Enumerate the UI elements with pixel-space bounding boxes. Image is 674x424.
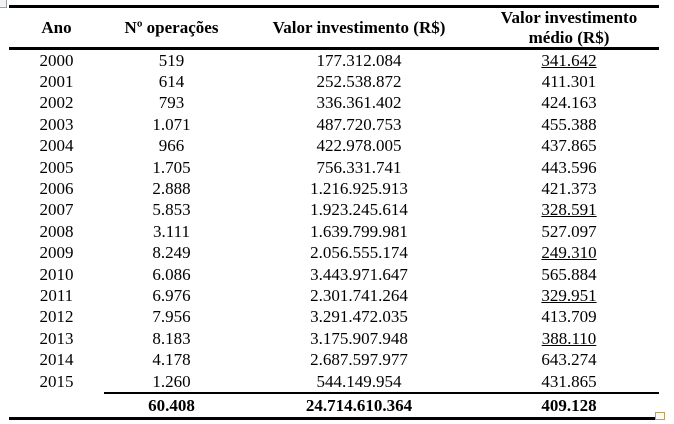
operations-cell: 614 [158,72,185,92]
operations-cell: 6.086 [152,264,191,284]
table-row: 2012 7.956 3.291.472.035 413.709 [9,307,659,328]
totals-operations-cell: 60.408 [104,392,239,421]
investment-cell: 3.443.971.647 [310,264,408,284]
operations-cell: 5.853 [152,200,191,220]
operations-cell: 1.705 [152,157,191,177]
operations-cell: 7.956 [152,307,191,327]
avg-investment-cell: 388.110 [541,328,597,348]
table-row: 2015 1.260 544.149.954 431.865 [9,371,659,393]
avg-investment-cell: 424.163 [541,93,597,113]
year-cell: 2006 [39,179,74,199]
investment-cell: 544.149.954 [316,371,402,391]
avg-investment-cell: 341.642 [541,50,597,70]
investment-cell: 3.291.472.035 [310,307,408,327]
year-cell: 2015 [39,372,74,392]
operations-cell: 6.976 [152,285,191,305]
avg-investment-cell: 643.274 [541,350,597,370]
investment-cell: 756.331.741 [316,157,402,177]
header-row: Ano Nº operações Valor investimento (R$)… [9,5,659,50]
avg-investment-cell: 437.865 [541,136,597,156]
operations-cell: 966 [158,136,185,156]
avg-investment-cell: 413.709 [541,307,597,327]
year-cell: 2010 [39,264,74,284]
operations-cell: 4.178 [152,350,191,370]
table-row: 2011 6.976 2.301.741.264 329.951 [9,285,659,306]
year-cell: 2003 [39,114,74,134]
column-header-investment: Valor investimento (R$) [239,5,479,50]
avg-investment-cell: 455.388 [541,114,597,134]
year-cell: 2013 [39,328,74,348]
totals-investment-cell: 24.714.610.364 [239,392,479,421]
year-cell: 2009 [39,243,74,263]
table-row: 2001 614 252.538.872 411.301 [9,71,659,92]
operations-cell: 2.888 [152,179,191,199]
investment-cell: 252.538.872 [316,72,402,92]
table-row: 2002 793 336.361.402 424.163 [9,93,659,114]
investment-cell: 487.720.753 [316,114,402,134]
investment-cell: 3.175.907.948 [310,328,408,348]
year-cell: 2004 [39,136,74,156]
column-header-operations: Nº operações [104,5,239,50]
totals-row: 60.408 24.714.610.364 409.128 [9,392,659,421]
table-row: 2009 8.249 2.056.555.174 249.310 [9,243,659,264]
column-header-avg-investment: Valor investimento médio (R$) [479,5,659,50]
investment-cell: 336.361.402 [316,93,402,113]
year-cell: 2002 [39,93,74,113]
table-row: 2007 5.853 1.923.245.614 328.591 [9,200,659,221]
avg-investment-cell: 421.373 [541,179,597,199]
table-row: 2010 6.086 3.443.971.647 565.884 [9,264,659,285]
investment-cell: 422.978.005 [316,136,402,156]
investment-cell: 1.216.925.913 [310,179,408,199]
operations-cell: 793 [158,93,185,113]
table-move-handle-icon[interactable] [0,0,7,8]
table-row: 2013 8.183 3.175.907.948 388.110 [9,328,659,349]
year-cell: 2011 [39,285,74,305]
avg-investment-cell: 431.865 [541,371,597,391]
year-cell: 2014 [39,350,74,370]
investment-cell: 2.056.555.174 [310,243,408,263]
investment-cell: 1.923.245.614 [310,200,408,220]
column-header-year: Ano [9,5,104,50]
table-row: 2014 4.178 2.687.597.977 643.274 [9,349,659,370]
totals-empty-cell [9,393,104,421]
investment-cell: 2.687.597.977 [310,350,408,370]
operations-cell: 1.071 [152,114,191,134]
avg-investment-cell: 443.596 [541,157,597,177]
table-row: 2000 519 177.312.084 341.642 [9,49,659,72]
investment-cell: 1.639.799.981 [310,221,408,241]
avg-investment-cell: 329.951 [541,285,597,305]
avg-investment-cell: 411.301 [541,72,597,92]
investment-cell: 177.312.084 [316,50,402,70]
year-cell: 2008 [39,221,74,241]
operations-cell: 1.260 [152,371,191,391]
table-row: 2005 1.705 756.331.741 443.596 [9,157,659,178]
table-resize-handle-icon[interactable] [655,412,665,420]
year-cell: 2012 [39,307,74,327]
avg-investment-cell: 328.591 [541,200,597,220]
investment-cell: 2.301.741.264 [310,285,408,305]
operations-cell: 8.249 [152,243,191,263]
year-cell: 2001 [39,72,74,92]
table-row: 2004 966 422.978.005 437.865 [9,136,659,157]
avg-investment-cell: 527.097 [541,221,597,241]
avg-investment-cell: 565.884 [541,264,597,284]
operations-cell: 519 [158,50,185,70]
investment-table: Ano Nº operações Valor investimento (R$)… [9,5,659,421]
operations-cell: 3.111 [153,221,190,241]
totals-avg-investment-cell: 409.128 [479,392,659,421]
year-cell: 2000 [39,50,74,70]
avg-investment-cell: 249.310 [541,243,597,263]
year-cell: 2007 [39,200,74,220]
operations-cell: 8.183 [152,328,191,348]
table-row: 2006 2.888 1.216.925.913 421.373 [9,178,659,199]
table-row: 2003 1.071 487.720.753 455.388 [9,114,659,135]
year-cell: 2005 [39,157,74,177]
table-row: 2008 3.111 1.639.799.981 527.097 [9,221,659,242]
